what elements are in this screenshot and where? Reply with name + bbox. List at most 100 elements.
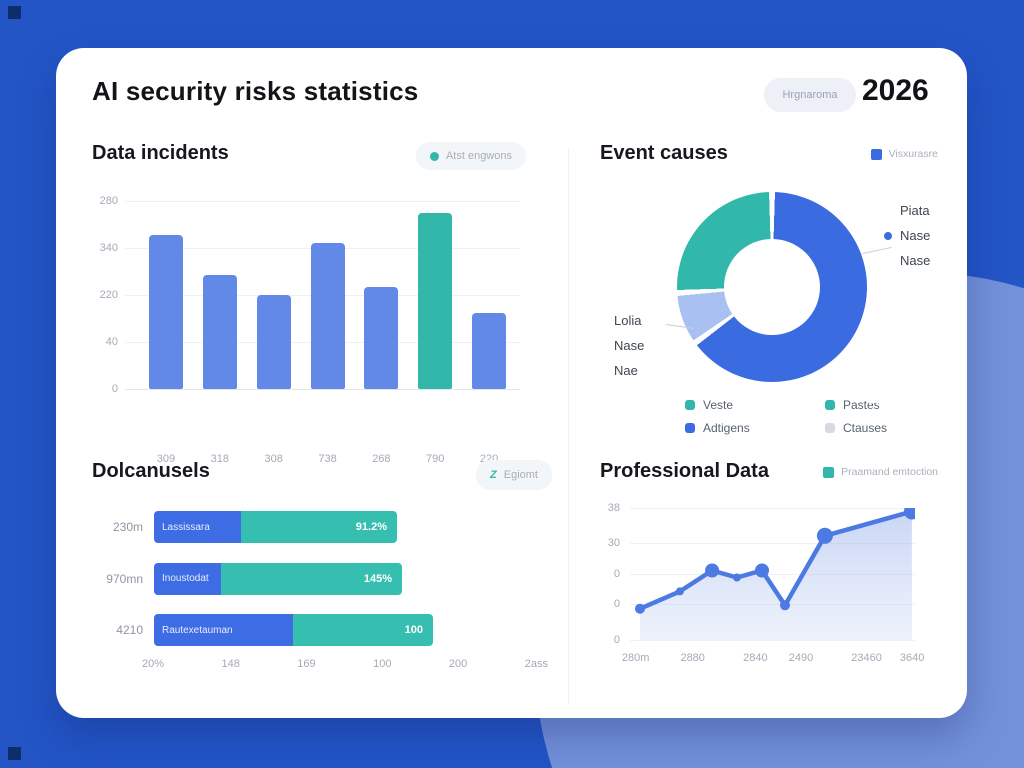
gridline (630, 640, 915, 641)
bar-segment-blue: Rautexetauman (154, 614, 293, 646)
x-tick-label: 318 (210, 453, 229, 465)
bar-y-axis: 280 340 220 40 0 (92, 195, 118, 395)
panel-title: Event causes (600, 142, 728, 164)
callout-line: Piata (900, 203, 930, 218)
callout-line: Nase (614, 338, 645, 353)
corner-decoration-top (8, 6, 21, 19)
panel-title: Professional Data (600, 460, 769, 482)
line-svg (635, 503, 920, 640)
stacked-bar: Rautexetauman 100 (154, 614, 433, 646)
page-title: AI security risks statistics (92, 76, 419, 106)
y-tick-label: 340 (99, 242, 118, 254)
stacked-bar: Lassissara 91.2% (154, 511, 397, 543)
donut-chart: 20% 2% 00% (677, 192, 918, 407)
bar (148, 234, 183, 389)
y-tick-label: 30 (607, 536, 620, 549)
incidents-legend-pill[interactable]: Atst engwons (415, 142, 526, 170)
legend-item: Pastes (825, 398, 965, 412)
y-tick-label: 280 (99, 195, 118, 207)
bar-segment-blue: Lassissara (154, 511, 241, 543)
y-tick-label: 38 (607, 502, 620, 514)
bar-cell (139, 201, 193, 389)
bar (364, 286, 399, 389)
bar-chart: 280 340 220 40 0 309 318 308 738 268 790 220 (92, 195, 520, 465)
bar (418, 213, 453, 389)
hbar-row: 970mn Inoustodat 145% (92, 562, 552, 595)
x-tick-label: 308 (264, 453, 283, 465)
bar-segment-teal: 145% (221, 562, 402, 595)
x-tick-label: 148 (221, 658, 240, 670)
teal-dot-icon (825, 400, 835, 410)
line-plot-area (630, 503, 920, 640)
bar (472, 312, 507, 389)
x-tick-label: 23460 (851, 652, 882, 664)
row-label: 970mn (106, 571, 143, 586)
panel-title: Data incidents (92, 142, 229, 164)
bar-plot-area (125, 201, 520, 389)
corner-decoration-bottom (8, 747, 21, 760)
gridline (630, 508, 915, 509)
line-x-axis: 280m 2880 2840 2490 23460 3640 (622, 652, 924, 666)
data-point (705, 563, 720, 578)
x-tick-label: 200 (448, 658, 468, 670)
gridline (630, 542, 915, 544)
z-icon: Z (490, 469, 497, 481)
donut-slice-label: 00% (866, 391, 894, 407)
x-tick-label: 100 (373, 658, 392, 670)
callout-leader-line (862, 246, 892, 255)
blue-dot-icon (685, 423, 695, 433)
breakdown-pill-label: Egiomt (503, 469, 538, 481)
y-tick-label: 220 (99, 289, 118, 301)
y-tick-label: 0 (613, 568, 620, 580)
bar-cell (354, 201, 408, 389)
hbar-row: 230m Lassissara 91.2% (92, 511, 552, 543)
x-tick-label: 3640 (899, 652, 925, 664)
gridline (125, 201, 520, 202)
teal-square-icon (823, 466, 835, 478)
bar-cell (247, 201, 301, 389)
blue-square-icon (870, 148, 882, 160)
header-badge-button[interactable]: Hrgnaroma (764, 78, 856, 112)
x-tick-label: 309 (156, 453, 176, 465)
professional-legend: Praamand emtoction (823, 466, 938, 478)
column-divider (568, 148, 569, 704)
incidents-legend-label: Atst engwons (445, 150, 512, 162)
hbar-row: 4210 Rautexetauman 100 (92, 614, 552, 646)
bar-x-axis: 309 318 308 738 268 790 220 (125, 453, 520, 465)
y-tick-label: 40 (105, 336, 118, 348)
x-tick-label: 20% (142, 658, 165, 670)
bar-segment-teal: 100 (293, 614, 433, 646)
gray-dot-icon (825, 423, 835, 433)
professional-legend-label: Praamand emtoction (841, 466, 938, 478)
x-tick-label: 280m (621, 652, 650, 664)
data-point (732, 573, 741, 582)
bar-segment-teal: 91.2% (241, 511, 397, 543)
bar-cell (301, 201, 355, 389)
header-badge-label: Hrgnaroma (782, 89, 838, 101)
teal-dot-icon (685, 400, 695, 410)
panel-data-incidents: Data incidents Atst engwons 280 340 220 40 0… (92, 140, 552, 465)
y-tick-label: 0 (111, 383, 118, 395)
data-point (755, 563, 769, 578)
bar (256, 295, 291, 389)
donut-callout-right: Piata Nase Nase (884, 198, 930, 273)
data-point (675, 587, 684, 596)
x-tick-label: 169 (297, 658, 316, 670)
legend-label: Ctauses (843, 421, 888, 435)
x-tick-label: 790 (426, 453, 445, 465)
panel-professional-data: Professional Data Praamand emtoction 38 3… (600, 458, 940, 710)
donut-legend: Veste Pastes Adtigens Ctauses (685, 398, 965, 435)
callout-line: Lolia (614, 313, 642, 328)
bar-segment-blue: Inoustodat (154, 562, 221, 595)
y-tick-label: 0 (613, 597, 620, 610)
year-label: 2026 (862, 74, 929, 107)
causes-legend-label: Visxurasre (888, 148, 938, 160)
donut-callout-left: Lolia Nase Nae (614, 308, 644, 383)
legend-label: Adtigens (703, 421, 750, 435)
x-tick-label: 268 (372, 453, 391, 465)
area-fill (640, 511, 912, 640)
breakdown-pill-button[interactable]: Z Egiomt (476, 460, 552, 490)
donut-slice-label: 2% (899, 284, 919, 300)
callout-line: Nae (614, 363, 638, 378)
